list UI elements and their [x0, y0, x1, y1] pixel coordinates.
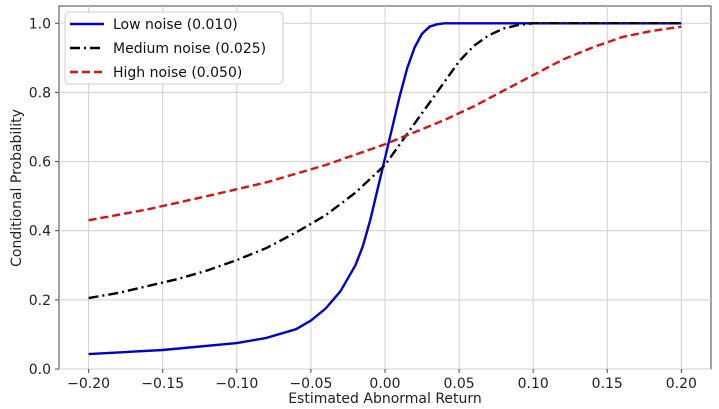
x-tick-label: −0.05 — [289, 376, 332, 392]
x-axis-ticks: −0.20 −0.15 −0.10 −0.05 0.00 0.05 0.10 0.15 0.20 — [67, 369, 697, 392]
y-tick-label: 1.0 — [29, 16, 51, 32]
series-line-2 — [88, 25, 682, 222]
y-axis-label: Conditional Probability — [9, 109, 25, 267]
legend-label-1: Medium noise (0.025) — [113, 41, 266, 57]
x-axis-label: Estimated Abnormal Return — [288, 391, 482, 407]
series-line-0 — [88, 22, 682, 356]
series-line-1 — [88, 22, 682, 300]
y-axis-ticks: 0.0 0.2 0.4 0.6 0.8 1.0 — [29, 16, 59, 378]
legend-label-0: Low noise (0.010) — [113, 17, 238, 33]
x-tick-label: 0.10 — [518, 376, 549, 392]
x-tick-label: 0.00 — [369, 376, 400, 392]
y-tick-label: 0.2 — [29, 293, 51, 309]
y-tick-label: 0.4 — [29, 224, 51, 240]
y-tick-label: 0.0 — [29, 362, 51, 378]
x-tick-label: 0.20 — [666, 376, 697, 392]
legend-box — [64, 11, 284, 85]
legend: Low noise (0.010) Medium noise (0.025) Hig… — [64, 11, 284, 85]
x-tick-label: 0.05 — [444, 376, 475, 392]
series-group — [88, 22, 682, 356]
x-tick-label: 0.15 — [592, 376, 623, 392]
y-tick-label: 0.6 — [29, 155, 51, 171]
legend-label-2: High noise (0.050) — [113, 65, 242, 81]
x-tick-label: −0.20 — [67, 376, 110, 392]
x-tick-label: −0.15 — [141, 376, 184, 392]
y-tick-label: 0.8 — [29, 85, 51, 101]
x-tick-label: −0.10 — [215, 376, 258, 392]
